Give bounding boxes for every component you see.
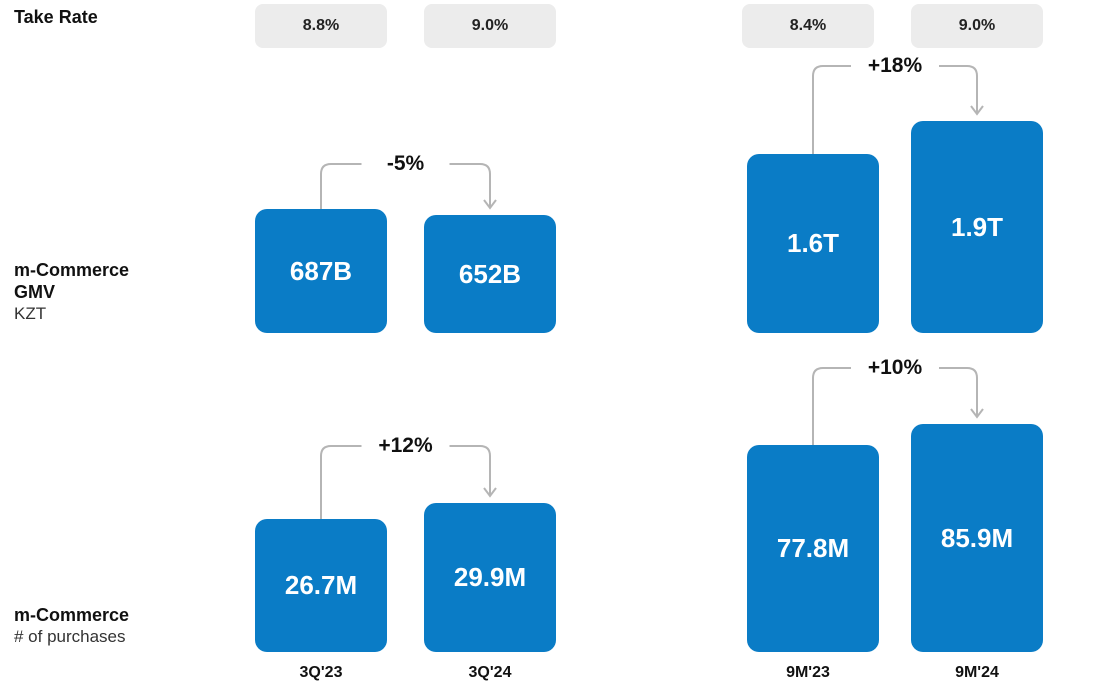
- purchases-9m23-bar: 77.8M: [747, 445, 879, 652]
- gmv-9m-growth-arrow-left: [812, 65, 851, 154]
- gmv-9m24-bar-label: 1.9T: [950, 211, 1004, 242]
- purchases-3q-growth-arrow-head: [483, 487, 497, 498]
- gmv-9m-growth-arrow-right: [939, 65, 978, 113]
- purchases-label: m-Commerce # of purchases: [14, 604, 129, 648]
- purchases-9m-growth-label: +10%: [867, 356, 923, 379]
- purchases-3q24-bar-label: 29.9M: [453, 562, 527, 592]
- purchases-title: m-Commerce: [14, 605, 130, 625]
- gmv-9m-growth-label: +18%: [867, 54, 923, 77]
- gmv-3q23-bar-label: 687B: [289, 255, 353, 286]
- category-label-9m23: 9M'23: [786, 664, 830, 681]
- take-rate-title: Take Rate: [14, 7, 98, 27]
- purchases-3q-growth-label: +12%: [378, 434, 433, 457]
- gmv-9m-growth-arrow-head: [970, 105, 984, 116]
- purchases-9m-growth-arrow-right: [939, 367, 978, 416]
- category-label-3q23: 3Q'23: [299, 664, 343, 681]
- gmv-3q-growth-arrow-head: [483, 199, 497, 210]
- purchases-9m23-bar-label: 77.8M: [776, 533, 850, 563]
- take-rate-pill-3q23: 8.8%: [255, 4, 387, 48]
- purchases-3q-growth-arrow-right: [449, 445, 491, 495]
- gmv-9m23-bar: 1.6T: [747, 154, 879, 333]
- purchases-9m24-bar: 85.9M: [911, 424, 1043, 652]
- take-rate-pill-3q24: 9.0%: [424, 4, 556, 48]
- gmv-3q-growth-label: -5%: [386, 152, 425, 175]
- gmv-3q24-bar-label: 652B: [458, 258, 522, 289]
- gmv-3q-growth-arrow-right: [449, 163, 491, 207]
- purchases-9m24-bar-label: 85.9M: [940, 522, 1014, 553]
- gmv-9m24-bar: 1.9T: [911, 121, 1043, 333]
- take-rate-pill-9m24: 9.0%: [911, 4, 1043, 48]
- gmv-title-line1: m-Commerce: [14, 260, 130, 280]
- gmv-3q23-bar: 687B: [255, 209, 387, 333]
- category-label-9m24: 9M'24: [955, 664, 999, 681]
- gmv-label: m-Commerce GMV KZT: [14, 259, 129, 325]
- purchases-sub: # of purchases: [14, 627, 126, 646]
- gmv-3q-growth-arrow-left: [320, 163, 362, 209]
- purchases-9m-growth-arrow-left: [812, 367, 851, 445]
- gmv-9m23-bar-label: 1.6T: [786, 228, 840, 258]
- gmv-unit: KZT: [14, 304, 47, 323]
- purchases-3q-growth-arrow-left: [320, 445, 362, 519]
- purchases-3q23-bar-label: 26.7M: [284, 570, 358, 600]
- purchases-3q23-bar: 26.7M: [255, 519, 387, 652]
- gmv-title-line2: GMV: [14, 282, 56, 302]
- take-rate-pill-9m23: 8.4%: [742, 4, 874, 48]
- gmv-3q24-bar: 652B: [424, 215, 556, 333]
- take-rate-label: Take Rate: [14, 6, 98, 28]
- purchases-9m-growth-arrow-head: [970, 408, 984, 419]
- purchases-3q24-bar: 29.9M: [424, 503, 556, 652]
- category-label-3q24: 3Q'24: [468, 664, 512, 681]
